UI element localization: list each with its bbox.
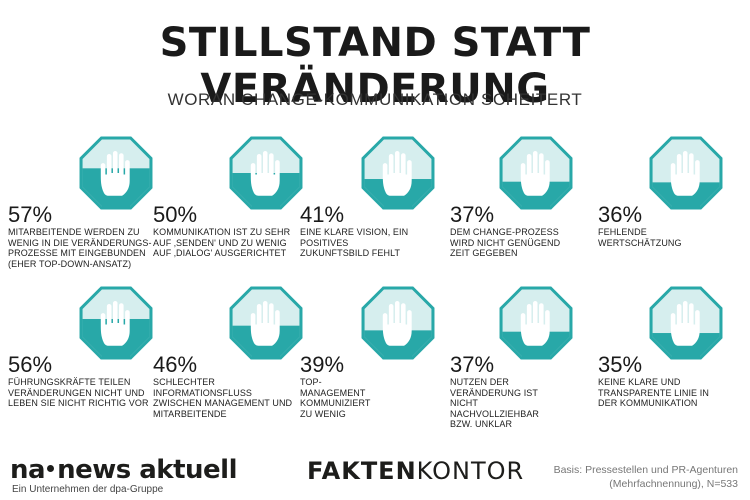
stat-description: SCHLECHTER INFORMATIONSFLUSS ZWISCHEN MA… <box>153 377 293 419</box>
hand-icon <box>382 300 412 346</box>
stat-percentage: 41% <box>300 202 345 227</box>
stop-hand-octagon-icon <box>499 286 573 360</box>
logo-news-text: news aktuell <box>57 455 237 485</box>
stat-description: NUTZEN DER VERÄNDERUNG IST NICHT NACHVOL… <box>450 377 540 429</box>
stat-percentage: 37% <box>450 352 495 377</box>
stat-item: 50% KOMMUNIKATION IST ZU SEHR AUF ‚SENDEN… <box>153 135 303 275</box>
stat-percentage: 57% <box>8 202 53 227</box>
stat-item: 37% DEM CHANGE-PROZESS WIRD NICHT GENÜGEN… <box>450 135 600 275</box>
faktenkontor-logo: FAKTEN KONTOR <box>307 456 524 486</box>
faktenkontor-logo-bold: FAKTEN <box>307 457 417 485</box>
stat-percentage: 56% <box>8 352 53 377</box>
stop-hand-octagon-icon <box>649 136 723 210</box>
stat-item: 41% EINE KLARE VISION, EIN POSITIVES ZUKU… <box>300 135 450 275</box>
hand-icon <box>250 300 280 346</box>
stop-hand-octagon-icon <box>649 286 723 360</box>
hand-icon <box>382 150 412 196</box>
stat-description: DEM CHANGE-PROZESS WIRD NICHT GENÜGEND Z… <box>450 227 561 258</box>
page-subtitle: WORAN CHANGE-KOMMUNIKATION SCHEITERT <box>167 90 583 109</box>
stat-percentage: 50% <box>153 202 198 227</box>
stat-item: 37% NUTZEN DER VERÄNDERUNG IST NICHT NACH… <box>450 285 600 429</box>
stat-item: 46% SCHLECHTER INFORMATIONSFLUSS ZWISCHEN… <box>153 285 303 425</box>
stat-description: TOP-MANAGEMENT KOMMUNIZIERT ZU WENIG <box>300 377 371 419</box>
stop-hand-octagon-icon <box>361 136 435 210</box>
stat-description: KOMMUNIKATION IST ZU SEHR AUF ‚SENDEN' U… <box>153 227 291 258</box>
stat-description: MITARBEITENDE WERDEN ZU WENIG IN DIE VER… <box>8 227 152 269</box>
source-line-2: (Mehrfachnennung), N=533 <box>609 478 738 490</box>
stat-item: 36% FEHLENDE WERTSCHÄTZUNG <box>598 135 748 275</box>
source-note: Basis: Pressestellen und PR-Agenturen (M… <box>554 463 738 491</box>
stat-percentage: 46% <box>153 352 198 377</box>
news-aktuell-tagline: Ein Unternehmen der dpa-Gruppe <box>12 484 164 495</box>
stat-percentage: 36% <box>598 202 643 227</box>
page-title: STILLSTAND STATT VERÄNDERUNG <box>159 20 591 112</box>
news-aktuell-logo: na news aktuell <box>10 455 237 485</box>
stop-hand-octagon-icon <box>229 136 303 210</box>
stat-percentage: 39% <box>300 352 345 377</box>
hand-icon <box>100 150 130 196</box>
hand-icon <box>520 150 550 196</box>
hand-icon <box>670 150 700 196</box>
source-line-1: Basis: Pressestellen und PR-Agenturen <box>553 464 738 476</box>
stat-description: EINE KLARE VISION, EIN POSITIVES ZUKUNFT… <box>300 227 409 258</box>
logo-na-text: na <box>10 455 46 485</box>
stat-percentage: 35% <box>598 352 643 377</box>
hand-icon <box>250 150 280 196</box>
stop-hand-octagon-icon <box>79 136 153 210</box>
stop-hand-octagon-icon <box>79 286 153 360</box>
hand-icon <box>100 300 130 346</box>
hand-icon <box>670 300 700 346</box>
faktenkontor-logo-light: KONTOR <box>416 457 525 485</box>
stat-item: 39% TOP-MANAGEMENT KOMMUNIZIERT ZU WENIG <box>300 285 450 425</box>
stop-hand-octagon-icon <box>361 286 435 360</box>
stat-description: FÜHRUNGSKRÄFTE TEILEN VERÄNDERUNGEN NICH… <box>8 377 149 408</box>
stat-item: 56% FÜHRUNGSKRÄFTE TEILEN VERÄNDERUNGEN N… <box>8 285 158 425</box>
hand-icon <box>520 300 550 346</box>
stop-hand-octagon-icon <box>229 286 303 360</box>
stat-item: 35% KEINE KLARE UND TRANSPARENTE LINIE IN… <box>598 285 748 425</box>
stat-percentage: 37% <box>450 202 495 227</box>
stop-hand-octagon-icon <box>499 136 573 210</box>
stat-description: FEHLENDE WERTSCHÄTZUNG <box>598 227 682 248</box>
logo-dot <box>47 465 55 472</box>
stat-description: KEINE KLARE UND TRANSPARENTE LINIE IN DE… <box>598 377 709 408</box>
stat-item: 57% MITARBEITENDE WERDEN ZU WENIG IN DIE … <box>8 135 158 275</box>
